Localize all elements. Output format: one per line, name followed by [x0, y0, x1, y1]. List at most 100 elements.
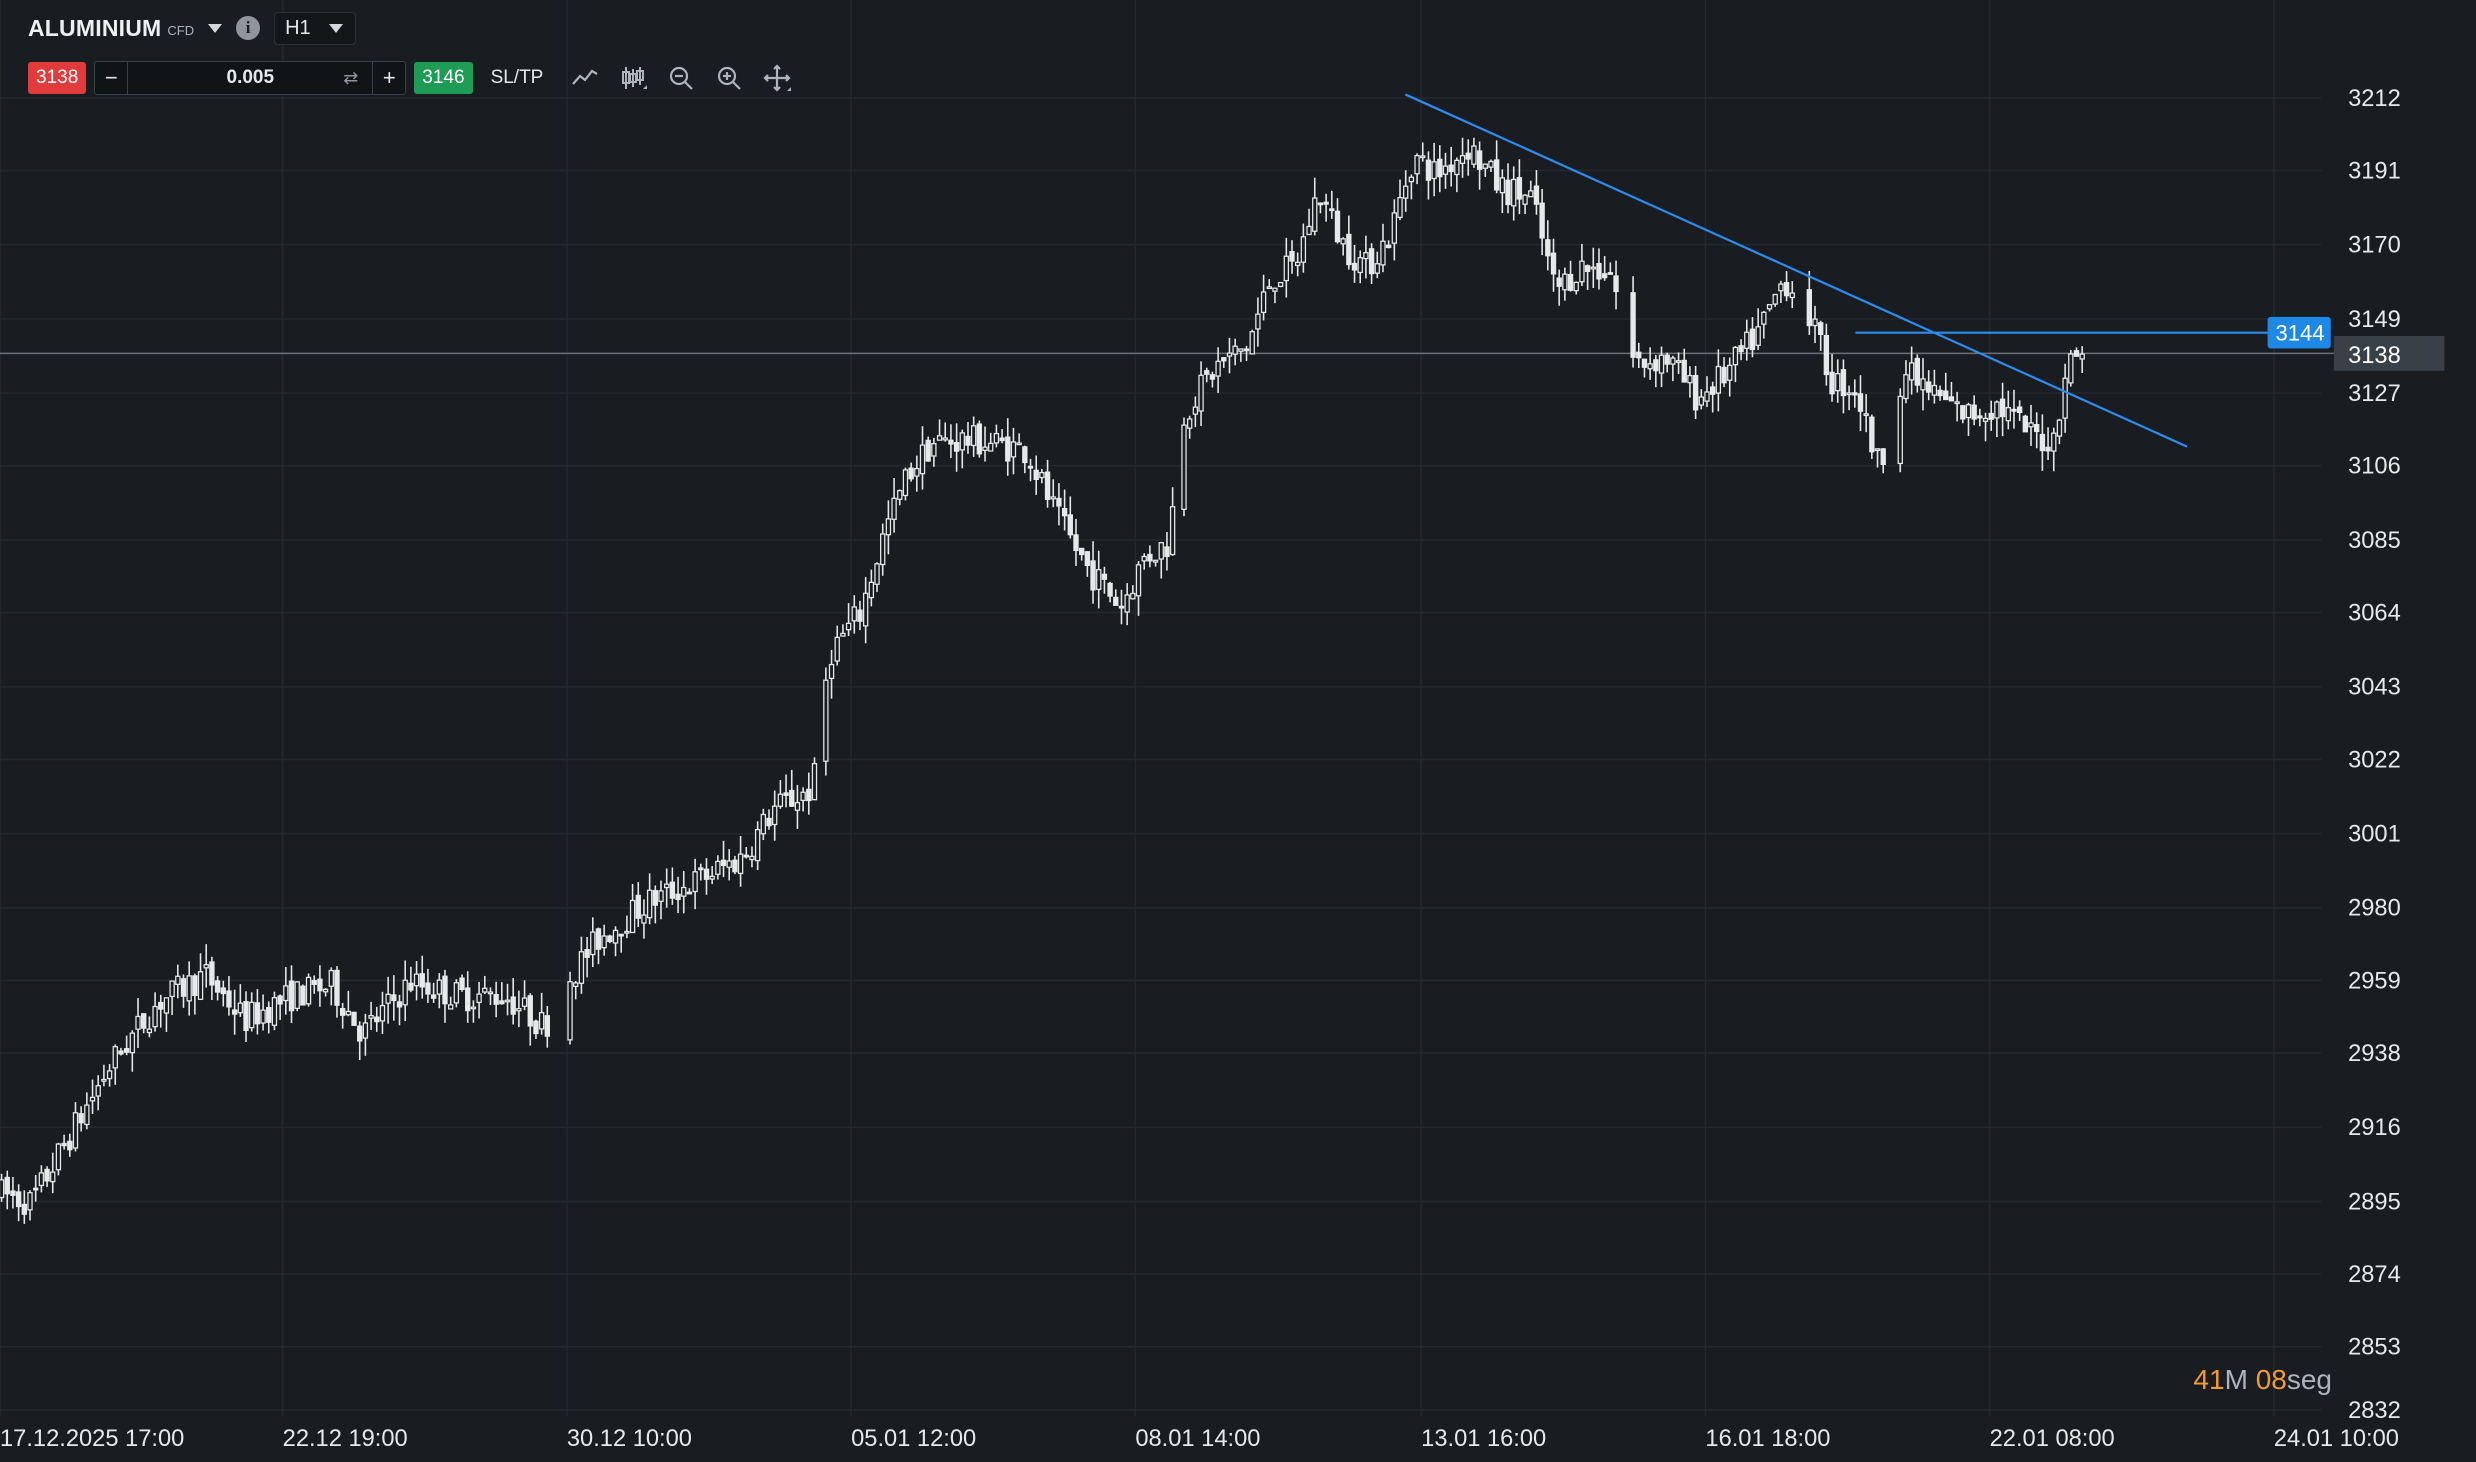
candle-body	[1874, 448, 1881, 452]
time-tick-label: 16.01 18:00	[1705, 1426, 1830, 1452]
candle-body	[220, 987, 226, 995]
candle-body	[857, 609, 863, 622]
candle-body	[1863, 413, 1869, 417]
candle-body	[1846, 392, 1852, 396]
candle-body	[413, 973, 420, 987]
candle-body	[845, 622, 852, 631]
price-tick-label: 3191	[2348, 158, 2401, 184]
candle-body	[868, 581, 875, 599]
candle-body	[607, 935, 613, 943]
swap-icon[interactable]: ⇄	[343, 67, 359, 88]
candle-body	[1658, 354, 1665, 374]
quantity-stepper[interactable]: − 0.005 ⇄ +	[94, 61, 407, 95]
candle-body	[527, 995, 533, 1027]
candle-body	[1363, 252, 1369, 260]
candle-body	[1067, 514, 1073, 536]
candle-body	[396, 1001, 403, 1008]
candle-body	[1954, 401, 1960, 405]
candle-body	[1158, 542, 1164, 560]
candle-body	[925, 439, 931, 462]
candle-body	[317, 978, 323, 992]
candle-body	[1573, 281, 1579, 292]
price-tick-label: 3022	[2348, 747, 2401, 773]
chart-grid	[0, 0, 2338, 1417]
candle-body	[510, 996, 516, 1015]
symbol-dropdown-chevron-down-icon[interactable]	[208, 23, 223, 33]
timeframe-selector[interactable]: H1	[274, 11, 356, 45]
candle-body	[1749, 328, 1756, 351]
zoom-out-icon[interactable]	[661, 62, 701, 94]
candle-body	[408, 982, 414, 991]
candle-body	[175, 975, 181, 985]
price-axis[interactable]: 3212 3191 3170 3149 3127 3106 3085 3064 3043 3022…	[2333, 86, 2445, 1424]
price-tick-label: 3170	[2348, 233, 2401, 259]
candle-body	[209, 961, 215, 986]
price-tick-label: 3001	[2348, 822, 2401, 848]
candle-body	[1533, 185, 1540, 205]
trendline[interactable]	[1404, 93, 2188, 448]
candle-body	[1317, 202, 1324, 206]
line-chart-icon[interactable]	[565, 62, 605, 94]
price-tick-label: 2959	[2348, 968, 2401, 994]
symbol-name[interactable]: ALUMINIUM	[28, 14, 162, 41]
candle-body	[1107, 582, 1113, 597]
candle-body	[15, 1191, 22, 1208]
candle-body	[197, 971, 204, 1000]
time-tick-label: 30.12 10:00	[567, 1426, 692, 1452]
info-icon[interactable]: i	[236, 16, 261, 40]
candle-body	[135, 1015, 141, 1030]
candle-body	[533, 1020, 539, 1035]
crosshair-icon[interactable]	[757, 62, 797, 94]
candle-body	[1511, 178, 1517, 207]
quantity-value: 0.005	[226, 67, 275, 88]
candle-body	[1556, 277, 1562, 287]
candle-body	[1323, 201, 1329, 205]
candle-body	[1971, 404, 1977, 420]
candle-body	[1823, 334, 1830, 376]
price-tick-label: 3085	[2348, 528, 2401, 554]
quantity-input[interactable]: 0.005 ⇄	[127, 62, 374, 94]
candle-body	[948, 439, 954, 445]
candle-body	[777, 793, 784, 807]
candle-body	[1499, 177, 1506, 194]
candle-body	[538, 1012, 545, 1030]
candle-body	[328, 969, 334, 987]
candle-body	[578, 951, 585, 984]
candle-body	[1260, 291, 1267, 314]
candle-body	[0, 1179, 5, 1199]
candle-body	[38, 1172, 45, 1187]
candle-body	[1033, 469, 1039, 481]
candle-body	[402, 979, 408, 1006]
buy-price-button[interactable]: 3146	[414, 62, 473, 94]
candle-body	[1056, 497, 1062, 507]
drawings-layer[interactable]: 3144	[1404, 93, 2331, 448]
candles-icon[interactable]	[613, 62, 653, 94]
candle-body	[2062, 377, 2068, 419]
candle-body	[635, 894, 641, 919]
candle-body	[192, 975, 198, 997]
candle-body	[743, 854, 749, 858]
candle-body	[305, 976, 312, 1005]
horizontal-line-price-tag[interactable]	[2267, 316, 2331, 349]
candle-body	[590, 931, 596, 956]
candle-body	[123, 1048, 130, 1053]
candle-body	[982, 446, 988, 451]
candle-body	[106, 1070, 113, 1080]
candle-body	[965, 435, 971, 446]
sl-tp-button[interactable]: SL/TP	[490, 67, 544, 88]
increase-quantity-button[interactable]: +	[382, 65, 396, 90]
candle-body	[214, 980, 221, 993]
candle-body	[1840, 369, 1847, 397]
candle-body	[891, 497, 897, 520]
candle-body	[260, 1009, 266, 1024]
candle-body	[129, 1032, 136, 1054]
candle-body	[1255, 313, 1261, 330]
sell-price-button[interactable]: 3138	[28, 62, 87, 94]
time-axis[interactable]: 17.12.2025 17:00 22.12 19:00 30.12 10:00 05…	[0, 1426, 2399, 1452]
zoom-in-icon[interactable]	[709, 62, 749, 94]
decrease-quantity-button[interactable]: −	[104, 65, 118, 90]
candle-body	[1101, 573, 1108, 580]
candle-body	[931, 443, 937, 457]
candle-body	[391, 994, 397, 1002]
